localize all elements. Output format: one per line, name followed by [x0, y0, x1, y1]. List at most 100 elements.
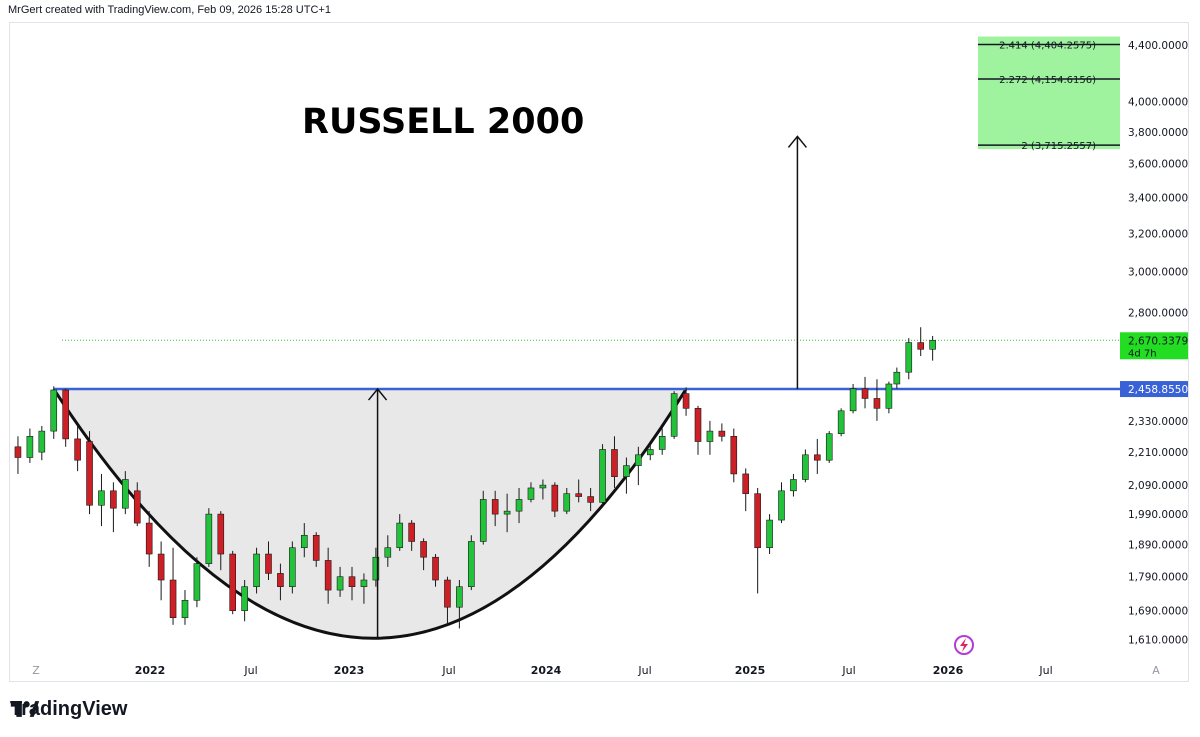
candle-up	[599, 449, 606, 503]
fib-target-zone	[978, 36, 1120, 150]
tradingview-logo-icon	[10, 701, 40, 717]
y-tick-label: 1,690.0000	[1128, 606, 1188, 618]
fib-level-label: 2.414 (4,404.2575)	[999, 41, 1096, 52]
candle-up	[790, 479, 797, 492]
y-tick-label: 1,790.0000	[1128, 572, 1188, 584]
candle-down	[718, 430, 726, 437]
candle-up	[479, 499, 487, 542]
candle-down	[74, 438, 81, 461]
measured-move-arrowhead	[787, 135, 807, 148]
candle-up	[837, 410, 845, 434]
candle-up	[893, 371, 901, 385]
candle-down	[814, 454, 821, 461]
candle-up	[98, 490, 105, 506]
candle-down	[444, 579, 451, 608]
chart-frame	[9, 22, 1189, 682]
y-tick-label: 2,330.0000	[1128, 416, 1188, 428]
candle-up	[849, 388, 857, 412]
candle-up	[384, 547, 392, 558]
candle-down	[491, 499, 499, 515]
candle-up	[539, 484, 547, 489]
x-tick-label: Jul	[441, 664, 455, 677]
candle-up	[766, 519, 773, 549]
candle-up	[905, 342, 913, 373]
level-lines-layer	[53, 339, 1120, 391]
x-tick-label: Jul	[1038, 664, 1052, 677]
candle-down	[420, 541, 427, 558]
x-tick-label: A	[1152, 664, 1160, 677]
y-tick-label: 3,000.0000	[1128, 266, 1188, 278]
candle-up	[515, 499, 523, 512]
candle-down	[133, 490, 141, 524]
candle-down	[917, 342, 925, 350]
x-tick-label: Jul	[243, 664, 257, 677]
candle-down	[229, 553, 237, 611]
candle-up	[646, 449, 654, 456]
y-tick-label: 3,400.0000	[1128, 193, 1188, 205]
brand-name: TradingView	[10, 698, 128, 720]
candle-up	[929, 340, 936, 350]
candle-up	[503, 510, 511, 515]
tradingview-brand[interactable]: TradingView	[10, 698, 127, 721]
current-price-label: 2,670.3379	[1128, 335, 1188, 347]
candle-down	[217, 513, 225, 555]
x-tick-label: Jul	[637, 664, 651, 677]
y-tick-label: 2,210.0000	[1128, 447, 1188, 459]
candles-layer	[14, 327, 936, 629]
candle-down	[730, 435, 738, 475]
lightning-badge-icon	[954, 635, 974, 655]
candle-down	[551, 484, 559, 512]
candle-down	[145, 522, 153, 555]
lightning-bolt-icon	[960, 638, 968, 652]
candle-up	[396, 522, 404, 549]
candle-up	[778, 490, 785, 521]
candle-up	[336, 576, 344, 591]
candle-down	[86, 441, 93, 506]
candle-up	[50, 389, 58, 432]
y-tick-label: 1,990.0000	[1128, 509, 1188, 521]
candle-up	[38, 430, 46, 453]
candle-down	[169, 579, 177, 619]
x-tick-label: 2025	[735, 664, 766, 677]
candle-down	[432, 556, 439, 581]
candle-up	[360, 579, 368, 588]
resistance-price-box	[1120, 381, 1188, 398]
candle-down	[110, 490, 117, 509]
x-tick-label: Jul	[841, 664, 855, 677]
labels-layer: RUSSELL 2000	[302, 102, 584, 142]
fib-level-label: 2 (3,715.2557)	[1021, 141, 1096, 152]
candle-down	[587, 496, 594, 503]
candle-up	[635, 454, 642, 466]
candle-up	[456, 586, 463, 608]
candle-down	[348, 576, 356, 588]
chart-title: RUSSELL 2000	[302, 102, 584, 142]
x-tick-label: 2024	[531, 664, 562, 677]
candle-up	[825, 433, 833, 461]
candle-up	[372, 556, 380, 581]
current-price-timer: 4d 7h	[1128, 348, 1157, 359]
cup-layer	[52, 388, 688, 640]
candle-up	[706, 430, 714, 442]
candle-up	[802, 454, 809, 480]
candle-down	[682, 393, 690, 409]
candle-up	[181, 599, 189, 619]
y-tick-label: 3,600.0000	[1128, 159, 1188, 171]
axis-layer: 4,400.0000 4,000.0000 3,800.0000 3,600.0000…	[32, 40, 1188, 677]
candle-up	[122, 479, 129, 509]
y-tick-label: 2,800.0000	[1128, 307, 1188, 319]
candle-down	[62, 389, 69, 440]
cup-curve	[52, 388, 688, 640]
candle-down	[324, 560, 332, 591]
y-tick-label: 3,800.0000	[1128, 127, 1188, 139]
candle-up	[468, 541, 475, 588]
candle-down	[277, 573, 284, 588]
candle-down	[408, 522, 415, 542]
candle-up	[253, 553, 260, 588]
candle-down	[754, 493, 761, 549]
chart-header-attribution: MrGert created with TradingView.com, Feb…	[8, 4, 331, 16]
candle-down	[575, 493, 582, 497]
candle-up	[885, 383, 893, 409]
x-tick-label: 2022	[135, 664, 166, 677]
cup-fill-area	[53, 389, 687, 639]
